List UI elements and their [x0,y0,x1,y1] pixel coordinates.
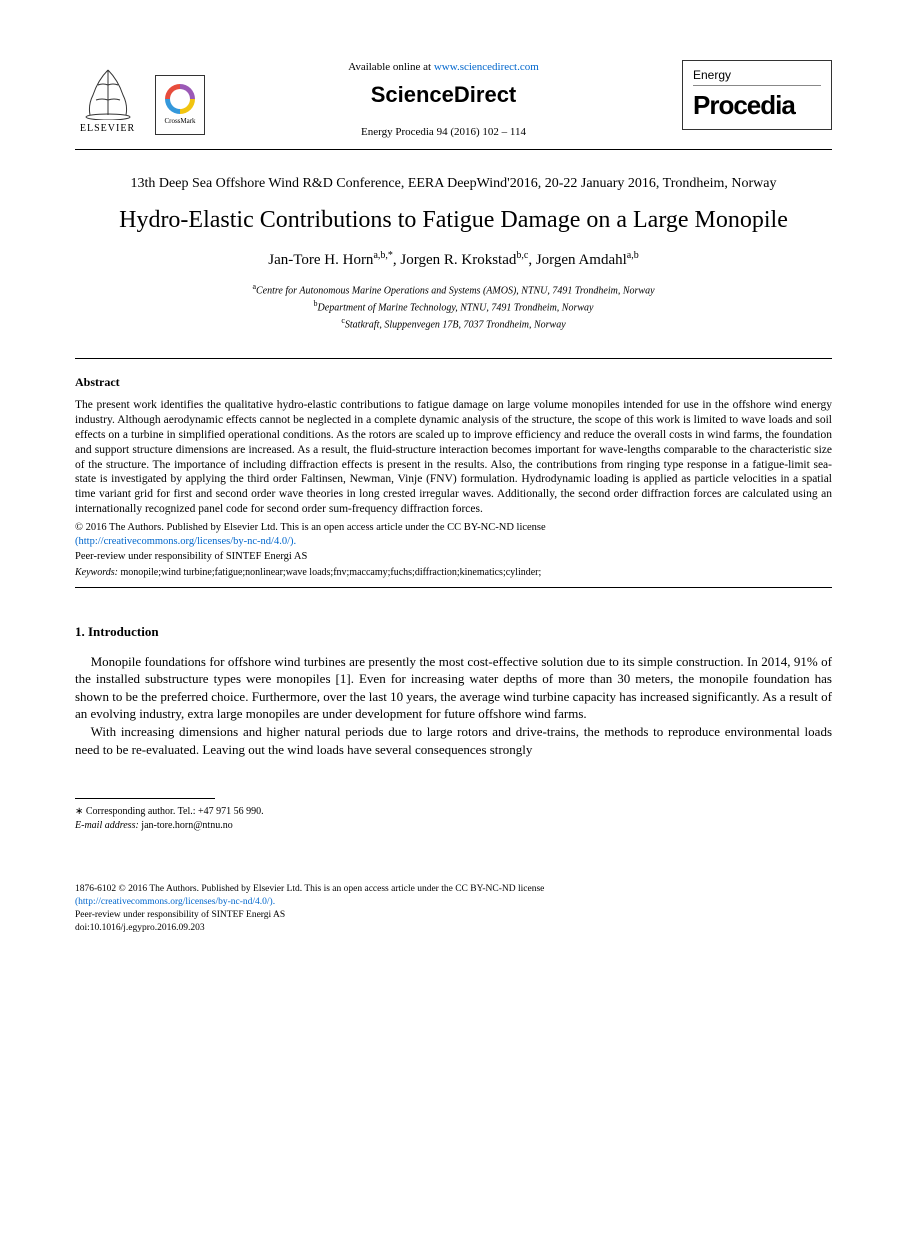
intro-para-1: Monopile foundations for offshore wind t… [75,653,832,723]
crossmark-label: CrossMark [164,117,195,126]
journal-reference: Energy Procedia 94 (2016) 102 – 114 [215,125,672,140]
header-divider [75,149,832,150]
footnote: ∗ Corresponding author. Tel.: +47 971 56… [75,805,832,833]
footer-license-link[interactable]: (http://creativecommons.org/licenses/by-… [75,897,275,907]
available-prefix: Available online at [348,61,434,73]
author-1: Jan-Tore H. Horn [268,252,373,268]
conference-info: 13th Deep Sea Offshore Wind R&D Conferen… [75,175,832,193]
crossmark-icon [165,84,195,114]
header-row: ELSEVIER CrossMark Available online at w… [75,60,832,139]
page-footer: 1876-6102 © 2016 The Authors. Published … [75,883,832,934]
procedia-logo: Energy Procedia [682,60,832,130]
peer-review: Peer-review under responsibility of SINT… [75,551,307,562]
author-1-aff: a,b,* [373,250,392,261]
doi: doi:10.1016/j.egypro.2016.09.203 [75,923,205,933]
left-logos: ELSEVIER CrossMark [75,60,205,135]
procedia-text: Procedia [693,88,821,123]
header-center: Available online at www.sciencedirect.co… [205,60,682,139]
keywords-label: Keywords: [75,567,118,578]
abstract-body: The present work identifies the qualitat… [75,398,832,518]
authors: Jan-Tore H. Horna,b,*, Jorgen R. Kroksta… [75,249,832,270]
elsevier-tree-icon [78,65,138,120]
author-2: , Jorgen R. Krokstad [393,252,516,268]
paper-title: Hydro-Elastic Contributions to Fatigue D… [75,206,832,235]
copyright-block: © 2016 The Authors. Published by Elsevie… [75,521,832,564]
affiliations: aCentre for Autonomous Marine Operations… [75,281,832,333]
available-online: Available online at www.sciencedirect.co… [215,60,672,75]
email-address: jan-tore.horn@ntnu.no [141,820,232,831]
license-link[interactable]: (http://creativecommons.org/licenses/by-… [75,536,296,547]
aff-c: Statkraft, Sluppenvegen 17B, 7037 Trondh… [345,320,566,331]
rule-below-keywords [75,587,832,588]
aff-a: Centre for Autonomous Marine Operations … [256,285,655,296]
sciencedirect-wordmark: ScienceDirect [215,80,672,110]
abstract-heading: Abstract [75,374,832,390]
copyright-line1: © 2016 The Authors. Published by Elsevie… [75,522,546,533]
keywords: Keywords: monopile;wind turbine;fatigue;… [75,566,832,580]
elsevier-label: ELSEVIER [80,122,135,136]
email-label: E-mail address: [75,820,141,831]
sciencedirect-link[interactable]: www.sciencedirect.com [434,61,539,73]
corresponding-author: ∗ Corresponding author. Tel.: +47 971 56… [75,806,264,817]
author-3-aff: a,b [627,250,639,261]
keywords-text: monopile;wind turbine;fatigue;nonlinear;… [118,567,541,578]
energy-label: Energy [693,67,821,86]
rule-above-abstract [75,358,832,359]
elsevier-logo: ELSEVIER [75,60,140,135]
footnote-separator [75,798,215,799]
section-1-heading: 1. Introduction [75,623,832,641]
crossmark-logo[interactable]: CrossMark [155,75,205,135]
intro-para-2: With increasing dimensions and higher na… [75,723,832,758]
footer-peer-review: Peer-review under responsibility of SINT… [75,910,285,920]
footer-line1: 1876-6102 © 2016 The Authors. Published … [75,884,544,894]
author-2-aff: b,c [516,250,528,261]
aff-b: Department of Marine Technology, NTNU, 7… [318,302,594,313]
author-3: , Jorgen Amdahl [528,252,626,268]
